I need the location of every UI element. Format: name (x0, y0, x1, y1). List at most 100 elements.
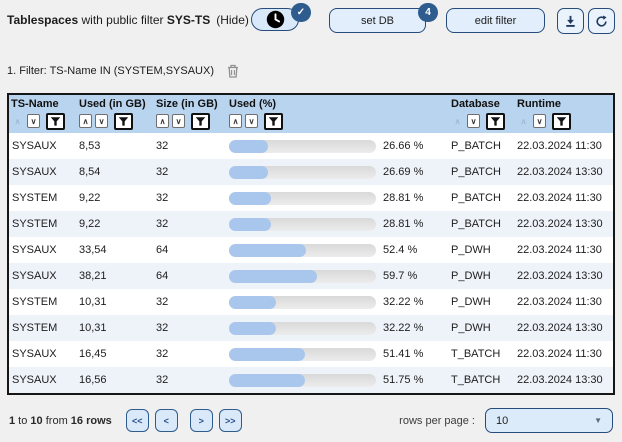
table-row[interactable]: SYSTEM 9,22 32 28.81 % P_BATCH 22.03.202… (9, 185, 613, 211)
sort-desc-button[interactable]: ∨ (533, 114, 546, 128)
usage-bar-fill (229, 191, 272, 205)
usage-pct-label: 26.66 % (383, 140, 424, 152)
cell-used-gb: 10,31 (79, 296, 107, 308)
column-label: Size (in GB) (156, 98, 218, 110)
column-filter-button[interactable] (264, 112, 283, 130)
sort-desc-button[interactable]: ∨ (95, 114, 108, 128)
column-header: Size (in GB) ∧ ∨ (152, 98, 225, 130)
usage-bar-track (229, 191, 376, 205)
last-page-button[interactable]: >> (218, 409, 242, 432)
column-controls: ∧ ∨ (451, 112, 513, 130)
sort-desc-button[interactable]: ∨ (172, 114, 185, 128)
set-db-button[interactable]: set DB 4 (329, 3, 438, 33)
first-page-button[interactable]: << (125, 409, 149, 432)
sort-desc-button[interactable]: ∨ (467, 114, 480, 128)
cell-size-gb: 32 (156, 140, 169, 152)
column-filter-button[interactable] (46, 112, 65, 130)
column-controls: ∧ ∨ (229, 112, 447, 130)
usage-bar-track (229, 217, 376, 231)
cell-database: P_DWH (451, 270, 491, 282)
cell-ts-name: SYSAUX (12, 348, 57, 360)
table-row[interactable]: SYSTEM 10,31 32 32.22 % P_DWH 22.03.2024… (9, 289, 613, 315)
table-row[interactable]: SYSTEM 10,31 32 32.22 % P_DWH 22.03.2024… (9, 315, 613, 341)
history-toggle-button[interactable]: ✓ (251, 3, 311, 31)
column-filter-button[interactable] (114, 112, 133, 130)
cell-used-gb: 8,54 (79, 166, 101, 178)
cell-used-pct: 28.81 % (225, 191, 447, 205)
column-filter-button[interactable] (486, 112, 505, 130)
prev-page-button[interactable]: < (154, 409, 178, 432)
cell-used-gb: 33,54 (79, 244, 107, 256)
download-button[interactable] (557, 8, 584, 34)
cell-used-pct: 32.22 % (225, 321, 447, 335)
cell-ts-name: SYSAUX (12, 244, 57, 256)
column-controls: ∧ ∨ (79, 112, 152, 130)
cell-used-pct: 26.66 % (225, 139, 447, 153)
cell-runtime: 22.03.2024 11:30 (517, 244, 602, 256)
column-filter-button[interactable] (191, 112, 210, 130)
sort-desc-button[interactable]: ∨ (245, 114, 258, 128)
usage-bar-track (229, 295, 376, 309)
table-row[interactable]: SYSAUX 33,54 64 52.4 % P_DWH 22.03.2024 … (9, 237, 613, 263)
column-label: Used (in GB) (79, 98, 146, 110)
column-header: TS-Name ∧ ∨ (9, 98, 75, 130)
cell-database: P_DWH (451, 322, 491, 334)
column-header: Runtime ∧ ∨ (513, 98, 613, 130)
cell-runtime: 22.03.2024 11:30 (517, 296, 602, 308)
delete-filter-button[interactable] (226, 63, 240, 79)
usage-bar-fill (229, 217, 272, 231)
cell-runtime: 22.03.2024 13:30 (517, 270, 603, 282)
hide-link[interactable]: (Hide) (216, 13, 249, 27)
rows-range-info: 1 to 10 from 16 rows (9, 414, 112, 427)
tablespaces-table: TS-Name ∧ ∨ Used (in GB) ∧ ∨ (7, 93, 615, 395)
sort-asc-button[interactable]: ∧ (156, 114, 169, 128)
clock-icon (266, 10, 285, 29)
cell-database: P_BATCH (451, 218, 501, 230)
table-row[interactable]: SYSAUX 16,56 32 51.75 % T_BATCH 22.03.20… (9, 367, 613, 393)
rows-per-page-label: rows per page : (399, 414, 475, 427)
cell-database: P_DWH (451, 244, 491, 256)
sort-asc-button[interactable]: ∧ (79, 114, 92, 128)
tablespaces-page: Tablespaces with public filter SYS-TS (Hi… (7, 3, 615, 433)
usage-bar-track (229, 321, 376, 335)
edit-filter-button[interactable]: edit filter (446, 8, 545, 33)
sort-asc-button[interactable]: ∧ (229, 114, 242, 128)
toolbar: ✓ set DB 4 edit filter (251, 3, 615, 34)
table-row[interactable]: SYSAUX 8,53 32 26.66 % P_BATCH 22.03.202… (9, 133, 613, 159)
usage-bar-track (229, 373, 376, 387)
usage-pct-label: 28.81 % (383, 192, 424, 204)
column-controls: ∧ ∨ (156, 112, 225, 130)
cell-used-pct: 26.69 % (225, 165, 447, 179)
refresh-button[interactable] (588, 8, 615, 34)
table-row[interactable]: SYSAUX 8,54 32 26.69 % P_BATCH 22.03.202… (9, 159, 613, 185)
active-filter-bar: 1. Filter: TS-Name IN (SYSTEM,SYSAUX) (7, 62, 615, 80)
sort-asc-button: ∧ (517, 114, 530, 128)
table-row[interactable]: SYSTEM 9,22 32 28.81 % P_BATCH 22.03.202… (9, 211, 613, 237)
cell-database: T_BATCH (451, 348, 501, 360)
cell-database: P_BATCH (451, 140, 501, 152)
cell-database: T_BATCH (451, 374, 501, 386)
trash-icon (226, 63, 240, 79)
cell-used-gb: 10,31 (79, 322, 107, 334)
cell-size-gb: 32 (156, 322, 169, 334)
filter-funnel-icon (556, 116, 567, 127)
table-row[interactable]: SYSAUX 16,45 32 51.41 % T_BATCH 22.03.20… (9, 341, 613, 367)
cell-runtime: 22.03.2024 13:30 (517, 218, 603, 230)
table-row[interactable]: SYSAUX 38,21 64 59.7 % P_DWH 22.03.2024 … (9, 263, 613, 289)
cell-used-pct: 52.4 % (225, 243, 447, 257)
column-label: Used (%) (229, 98, 277, 110)
cell-ts-name: SYSTEM (12, 296, 58, 308)
filter-funnel-icon (268, 116, 279, 127)
sort-desc-button[interactable]: ∨ (27, 114, 40, 128)
usage-bar-fill (229, 269, 317, 283)
cell-ts-name: SYSTEM (12, 322, 58, 334)
cell-database: P_BATCH (451, 192, 501, 204)
usage-bar-fill (229, 165, 269, 179)
next-page-button[interactable]: > (189, 409, 213, 432)
usage-bar-track (229, 269, 376, 283)
rows-per-page-select[interactable]: 10 ▼ (485, 408, 613, 433)
usage-bar-fill (229, 295, 277, 309)
cell-ts-name: SYSAUX (12, 166, 57, 178)
column-header: Used (in GB) ∧ ∨ (75, 98, 152, 130)
column-filter-button[interactable] (552, 112, 571, 130)
